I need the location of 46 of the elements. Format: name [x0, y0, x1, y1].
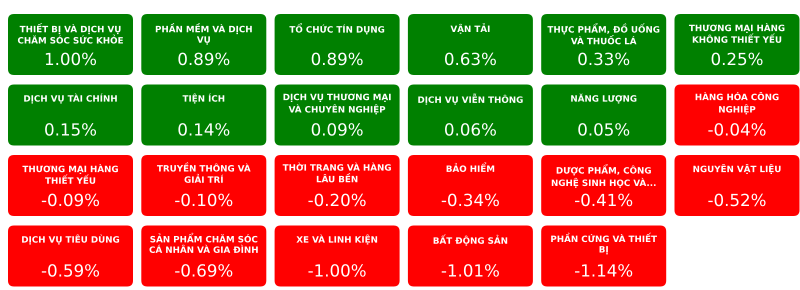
data-label: 0.89%: [312, 52, 363, 66]
data-label: -0.09%: [42, 194, 100, 206]
data-label: 0.06%: [445, 123, 496, 136]
data-label: 0.63%: [445, 52, 496, 66]
data-label: -0.20%: [308, 194, 366, 206]
category-label: THƯƠNG MẠI HÀNG THIẾT YẾU: [22, 164, 118, 184]
category-label: DỊCH VỤ VIỄN THÔNG: [418, 94, 523, 105]
category-label: THỜI TRANG VÀ HÀNG LÂU BỀN: [282, 162, 391, 182]
data-label: -0.59%: [42, 264, 100, 277]
data-label: 0.14%: [178, 123, 230, 136]
category-label: TỔ CHỨC TÍN DỤNG: [289, 23, 384, 34]
data-label: -0.41%: [575, 194, 632, 206]
category-label: HÀNG HÓA CÔNG NGHIỆP: [696, 92, 779, 114]
data-label: 1.00%: [46, 52, 96, 66]
data-label: 0.09%: [312, 123, 363, 136]
category-label: DƯỢC PHẨM, CÔNG NGHỆ SINH HỌC VÀ...: [552, 164, 656, 188]
category-label: DỊCH VỤ THƯƠNG MẠI VÀ CHUYÊN NGHIỆP: [284, 94, 391, 114]
category-label: TIỆN ÍCH: [182, 94, 224, 104]
category-label: DỊCH VỤ TÀI CHÍNH: [24, 94, 117, 104]
data-label: 0.33%: [578, 52, 630, 66]
category-label: THIẾT BỊ VÀ DỊCH VỤ CHĂM SÓC SỨC KHỎE: [18, 23, 123, 44]
category-label: PHẦN MỀM VÀ DỊCH VỤ: [156, 23, 252, 45]
data-label: -1.00%: [308, 264, 366, 277]
data-label: 0.05%: [578, 123, 630, 136]
category-label: TRUYỀN THÔNG VÀ GIẢI TRÍ: [156, 162, 251, 183]
category-label: THỰC PHẨM, ĐỒ UỐNG VÀ THUỐC LÁ: [547, 23, 660, 44]
category-label: THƯƠNG MẠI HÀNG KHÔNG THIẾT YẾU: [688, 23, 784, 43]
data-label: -0.52%: [708, 194, 766, 206]
category-label: DỊCH VỤ TIÊU DÙNG: [22, 234, 120, 244]
category-label: NĂNG LƯỢNG: [571, 94, 636, 104]
data-label: 0.15%: [45, 123, 96, 136]
category-label: BẢO HIỂM: [446, 162, 494, 172]
data-label: 0.25%: [712, 52, 763, 66]
data-label: -0.69%: [175, 264, 232, 277]
category-label: XE VÀ LINH KIỆN: [296, 234, 378, 244]
category-label: SẢN PHẨM CHĂM SÓC CÁ NHÂN VÀ GIA ĐÌNH: [149, 232, 258, 253]
data-label: -1.01%: [442, 264, 499, 277]
data-label: -0.10%: [175, 194, 232, 206]
category-label: BẤT ĐỘNG SẢN: [434, 234, 508, 246]
category-label: VẬN TẢI: [450, 23, 490, 34]
data-label: -1.14%: [575, 264, 632, 277]
data-label: -0.04%: [708, 123, 766, 136]
category-label: PHẦN CỨNG VÀ THIẾT BỊ: [551, 232, 657, 254]
data-label: -0.34%: [442, 194, 499, 206]
category-label: NGUYÊN VẬT LIỆU: [693, 164, 781, 174]
data-label: 0.89%: [178, 52, 230, 66]
